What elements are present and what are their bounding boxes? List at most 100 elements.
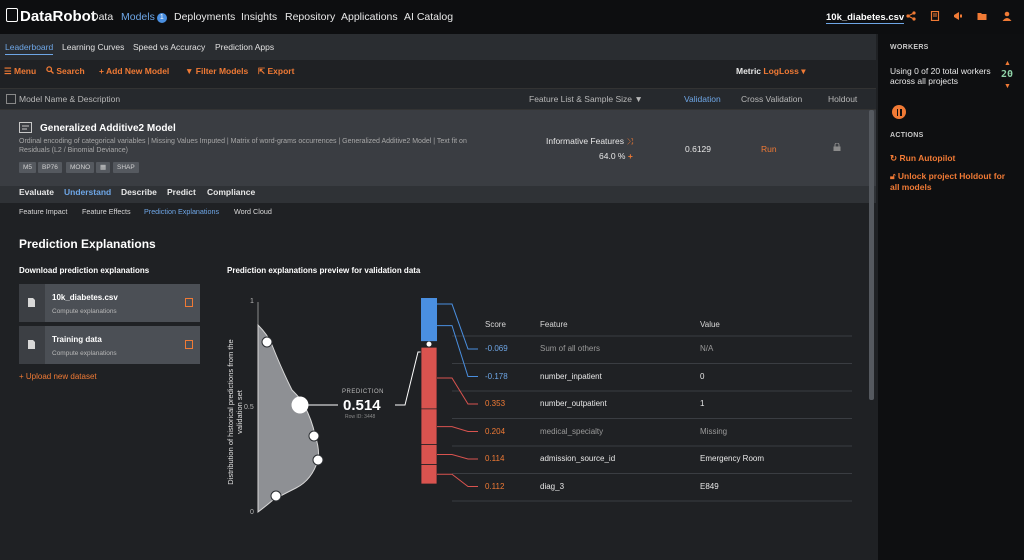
stack-segment-positive[interactable]: [420, 444, 438, 465]
nav-deployments[interactable]: Deployments: [174, 11, 236, 23]
plus-icon: +: [19, 372, 24, 381]
folder-icon[interactable]: [977, 11, 987, 21]
pause-icon: [900, 108, 902, 116]
stack-segment-negative[interactable]: [421, 298, 437, 311]
stack-segment-positive[interactable]: [420, 346, 438, 410]
datarobot-logo[interactable]: DataRobot: [6, 8, 96, 25]
tab-leaderboard[interactable]: Leaderboard: [5, 42, 54, 55]
model-row[interactable]: [0, 110, 876, 186]
feature-list-name[interactable]: Informative Features ⤨: [546, 136, 634, 146]
run-autopilot-button[interactable]: ↻ Run Autopilot: [890, 153, 956, 163]
y-tick-label: 1: [250, 298, 254, 305]
calculator-icon[interactable]: [185, 298, 193, 307]
row-id: Row ID: 3448: [345, 414, 376, 420]
distribution-area: [257, 323, 320, 514]
nav-data[interactable]: Data: [91, 11, 114, 23]
y-tick-label: 0: [250, 509, 254, 516]
file-card-training[interactable]: Training data Compute explanations: [19, 326, 200, 364]
col-model-name[interactable]: Model Name & Description: [19, 94, 121, 104]
tab-prediction-explanations[interactable]: Prediction Explanations: [144, 207, 220, 216]
section-title: Prediction Explanations: [19, 237, 156, 251]
distribution-point[interactable]: [270, 490, 282, 502]
tab-evaluate[interactable]: Evaluate: [19, 187, 54, 197]
add-new-model-button[interactable]: + Add New Model: [99, 66, 170, 76]
menu-button[interactable]: ☰ Menu: [4, 66, 37, 76]
stack-segment-negative[interactable]: [421, 310, 437, 342]
row-score: 0.114: [485, 454, 505, 463]
calculator-icon[interactable]: [185, 340, 193, 349]
tab-prediction-apps[interactable]: Prediction Apps: [215, 42, 275, 52]
y-tick-label: 0.5: [244, 404, 254, 411]
row-value: Missing: [700, 426, 728, 436]
tab-compliance[interactable]: Compliance: [207, 187, 256, 197]
tab-word-cloud[interactable]: Word Cloud: [234, 207, 272, 216]
nav-models[interactable]: Models 1: [121, 11, 167, 23]
project-name[interactable]: 10k_diabetes.csv: [826, 12, 905, 24]
distribution-point[interactable]: [261, 336, 273, 348]
refresh-icon: ↻: [890, 153, 898, 163]
col-cross-validation[interactable]: Cross Validation: [741, 94, 803, 104]
col-feature-list[interactable]: Feature List & Sample Size ▼: [529, 94, 643, 104]
download-title: Download prediction explanations: [19, 266, 150, 275]
nav-applications[interactable]: Applications: [341, 11, 398, 23]
unlock-icon: 🔓︎: [890, 171, 896, 181]
model-description: Ordinal encoding of categorical variable…: [19, 138, 467, 154]
metric-selector[interactable]: Metric LogLoss ▾: [736, 66, 806, 76]
file-name: Training data: [52, 335, 102, 344]
col-value: Value: [700, 320, 720, 329]
user-icon[interactable]: [1002, 11, 1012, 21]
plus-icon[interactable]: +: [627, 151, 633, 161]
hamburger-icon: ☰: [4, 66, 12, 76]
tab-feature-impact[interactable]: Feature Impact: [19, 207, 68, 216]
col-validation[interactable]: Validation: [684, 94, 721, 104]
pause-button[interactable]: [892, 105, 906, 119]
row-feature: number_outpatient: [540, 399, 607, 408]
tab-predict[interactable]: Predict: [167, 187, 196, 197]
book-icon[interactable]: [930, 11, 940, 21]
actions-title: ACTIONS: [890, 132, 924, 139]
selected-prediction-point[interactable]: [291, 396, 309, 414]
prediction-value: 0.514: [343, 397, 381, 414]
explanation-stack: [420, 298, 438, 485]
stack-segment-positive[interactable]: [420, 408, 438, 445]
row-value: E849: [700, 481, 719, 491]
distribution-point[interactable]: [312, 454, 324, 466]
stack-segment-positive[interactable]: [420, 464, 438, 485]
robot-icon: [6, 8, 18, 22]
row-value: 0: [700, 371, 705, 381]
col-holdout[interactable]: Holdout: [828, 94, 858, 104]
export-button[interactable]: ⇱ Export: [258, 66, 295, 76]
tab-feature-effects[interactable]: Feature Effects: [82, 207, 131, 216]
row-feature: Sum of all others: [540, 344, 601, 353]
tab-speed-vs-accuracy[interactable]: Speed vs Accuracy: [133, 42, 206, 52]
sample-size: 64.0 % +: [599, 151, 633, 161]
search-button[interactable]: Search: [46, 66, 85, 76]
file-subtitle: Compute explanations: [52, 350, 117, 357]
row-value: 1: [700, 399, 705, 408]
main-scrollbar[interactable]: [869, 110, 874, 400]
tab-learning-curves[interactable]: Learning Curves: [62, 42, 125, 52]
upload-new-dataset-link[interactable]: + Upload new dataset: [19, 372, 97, 381]
table-icon: ▦: [100, 164, 107, 171]
megaphone-icon[interactable]: [953, 11, 963, 21]
unlock-holdout-button[interactable]: 🔓︎ Unlock project Holdout for all models: [890, 171, 1006, 192]
increase-workers-icon[interactable]: ▲: [1004, 60, 1011, 67]
decrease-workers-icon[interactable]: ▼: [1004, 83, 1011, 90]
select-all-checkbox[interactable]: [6, 94, 16, 104]
nav-insights[interactable]: Insights: [241, 11, 278, 23]
share-icon[interactable]: [906, 11, 916, 21]
chip-shap: SHAP: [113, 162, 139, 173]
nav-ai-catalog[interactable]: AI Catalog: [404, 11, 454, 23]
tab-describe[interactable]: Describe: [121, 187, 157, 197]
nav-repository[interactable]: Repository: [285, 11, 336, 23]
search-icon: [46, 66, 54, 74]
run-cross-validation-button[interactable]: Run: [761, 144, 777, 154]
distribution-point[interactable]: [308, 430, 320, 442]
model-title[interactable]: Generalized Additive2 Model: [40, 123, 176, 134]
tab-understand[interactable]: Understand: [64, 187, 112, 197]
filter-models-button[interactable]: ▼ Filter Models: [185, 66, 249, 76]
row-connector: [437, 426, 478, 432]
stack-connector: [395, 351, 425, 406]
row-connector: [437, 453, 478, 460]
file-card-dataset[interactable]: 10k_diabetes.csv Compute explanations: [19, 284, 200, 322]
